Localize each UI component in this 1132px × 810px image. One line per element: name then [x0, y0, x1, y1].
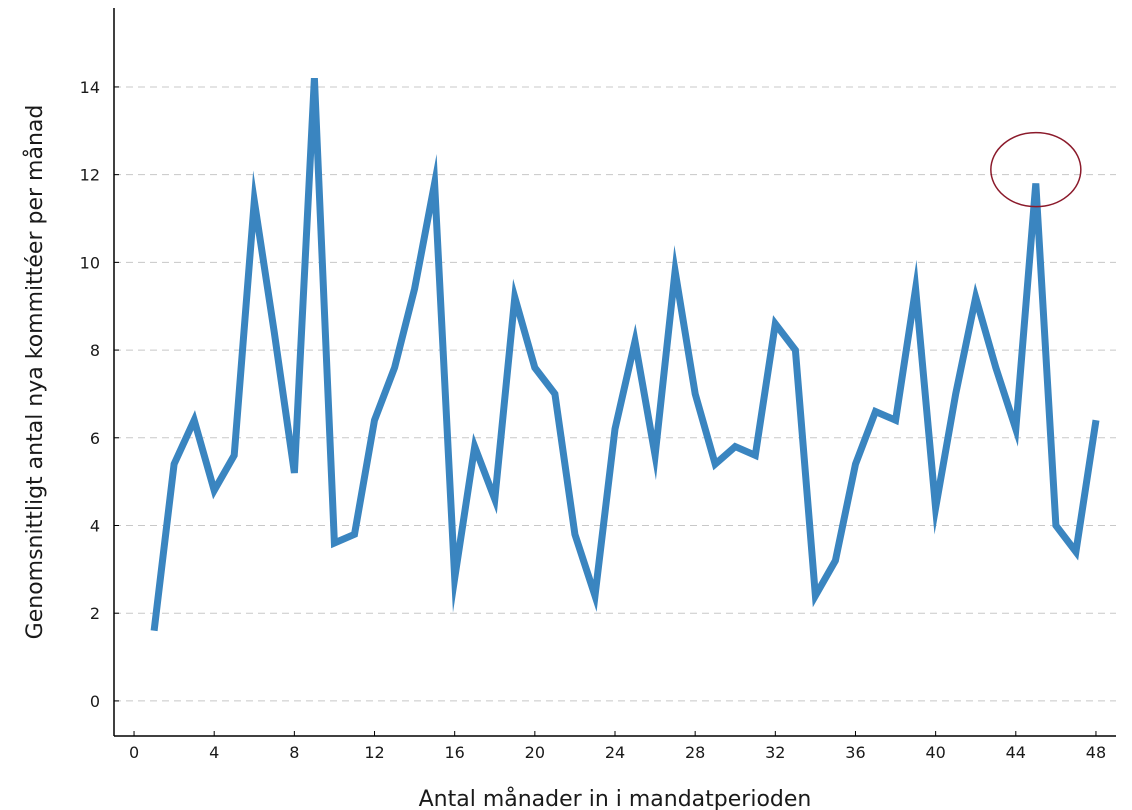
x-tick-label: 24: [605, 743, 625, 762]
x-tick-label: 32: [765, 743, 785, 762]
data-point: [273, 332, 275, 334]
data-point: [915, 288, 917, 290]
x-tick-label: 28: [685, 743, 705, 762]
data-point: [854, 463, 856, 465]
x-tick-label: 0: [129, 743, 139, 762]
y-tick-label: 2: [90, 604, 100, 623]
data-point: [434, 182, 436, 184]
data-point: [614, 428, 616, 430]
data-point: [514, 296, 516, 298]
x-tick-label: 16: [445, 743, 465, 762]
y-axis-title: Genomsnittligt antal nya kommittéer per …: [22, 105, 48, 640]
data-point: [313, 77, 315, 79]
x-tick-label: 44: [1006, 743, 1026, 762]
data-point: [995, 367, 997, 369]
data-point: [574, 533, 576, 535]
x-tick-label: 8: [289, 743, 299, 762]
data-point: [494, 498, 496, 500]
data-point: [293, 472, 295, 474]
data-point: [875, 410, 877, 412]
data-point: [834, 560, 836, 562]
data-point: [594, 595, 596, 597]
x-tick-label: 12: [364, 743, 384, 762]
series-group: [150, 77, 1100, 632]
data-point: [654, 454, 656, 456]
x-tick-label: 48: [1086, 743, 1106, 762]
data-point: [674, 270, 676, 272]
data-point: [814, 595, 816, 597]
data-point: [975, 296, 977, 298]
data-point: [774, 323, 776, 325]
data-point: [955, 393, 957, 395]
x-tick-label: 36: [845, 743, 865, 762]
data-point: [374, 419, 376, 421]
y-tick-label: 14: [80, 78, 100, 97]
y-tick-label: 10: [80, 253, 100, 272]
data-point: [253, 200, 255, 202]
data-point: [474, 446, 476, 448]
data-point: [454, 577, 456, 579]
data-point: [554, 393, 556, 395]
y-tick-labels: 0 2 4 6 8 10 12 14: [80, 78, 119, 711]
y-tick-label: 0: [90, 692, 100, 711]
data-point: [1015, 428, 1017, 430]
x-tick-labels: 0 4 8 12 16 20 24 28 32 36 40 44 48: [129, 731, 1106, 762]
grid-lines: [114, 86, 1116, 702]
data-point: [1095, 419, 1097, 421]
x-tick-label: 40: [925, 743, 945, 762]
data-point: [353, 533, 355, 535]
data-point: [1075, 551, 1077, 553]
data-point: [714, 463, 716, 465]
data-point: [213, 489, 215, 491]
data-point: [173, 463, 175, 465]
data-point: [233, 454, 235, 456]
x-axis-title: Antal månader in i mandatperioden: [419, 786, 812, 810]
y-tick-label: 4: [90, 516, 100, 535]
highlight-ellipse: [990, 131, 1082, 208]
data-point: [333, 542, 335, 544]
data-point: [754, 454, 756, 456]
data-point: [694, 393, 696, 395]
data-point: [153, 630, 155, 632]
x-tick-label: 20: [525, 743, 545, 762]
y-tick-label: 8: [90, 341, 100, 360]
data-point: [734, 446, 736, 448]
data-point: [394, 367, 396, 369]
data-point: [414, 288, 416, 290]
data-point: [935, 507, 937, 509]
data-point: [193, 419, 195, 421]
data-point: [1035, 182, 1037, 184]
data-point: [895, 419, 897, 421]
y-tick-label: 6: [90, 429, 100, 448]
y-tick-label: 12: [80, 166, 100, 185]
annotation-group: [990, 131, 1082, 208]
data-point: [1055, 524, 1057, 526]
data-point: [794, 349, 796, 351]
axes: [113, 8, 1116, 737]
data-point: [634, 340, 636, 342]
data-point: [534, 367, 536, 369]
series-line: [150, 78, 1100, 632]
x-tick-label: 4: [209, 743, 219, 762]
